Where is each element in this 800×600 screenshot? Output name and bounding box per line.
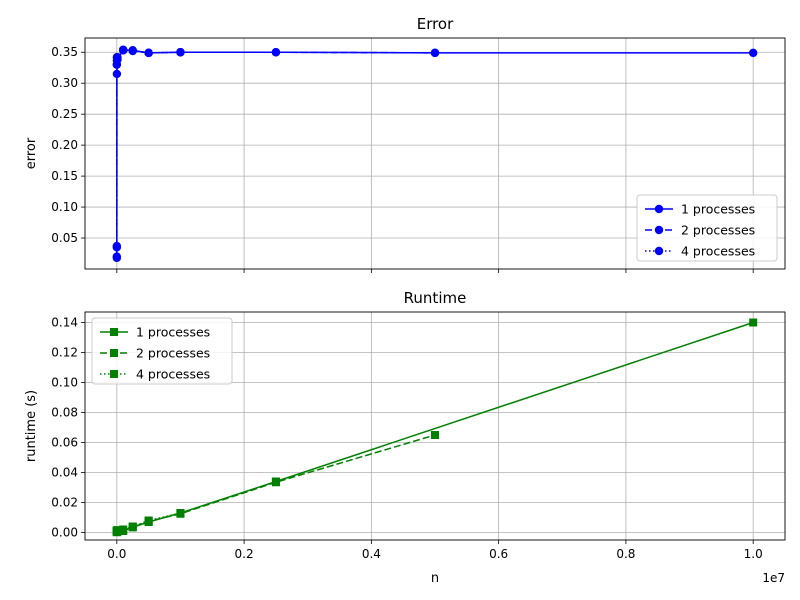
legend-label: 4 processes (136, 367, 210, 382)
data-point (128, 522, 137, 531)
data-point (749, 318, 758, 327)
legend: 1 processes 2 processes 4 processes (636, 194, 778, 262)
data-point (271, 48, 281, 57)
subplot-error: 0.05 0.10 0.15 0.20 0.25 0.30 0.35 Error error 1 … (24, 15, 786, 273)
x-tick-label: 0.8 (616, 547, 635, 561)
data-point (144, 48, 153, 58)
y-tick-label: 0.10 (51, 376, 78, 390)
data-point (113, 52, 122, 62)
y-tick-label: 0.00 (51, 526, 78, 540)
x-tick-label: 0.2 (235, 547, 254, 561)
y-tick-label: 0.04 (51, 466, 78, 480)
y-tick-label: 0.14 (51, 316, 78, 330)
y-tick-label: 0.20 (51, 138, 78, 152)
series-line-3 (116, 49, 181, 257)
data-point (113, 526, 122, 535)
axes-frame (84, 311, 786, 541)
subplot-runtime: 0.0 0.2 0.4 0.6 0.8 1.0 0.00 0.02 0.04 0.06 0.08 0.… (24, 289, 786, 586)
series-line-2 (116, 49, 436, 247)
data-point (119, 525, 128, 534)
y-tick-label: 0.06 (51, 436, 78, 450)
legend-marker (110, 328, 118, 336)
data-point (176, 48, 185, 57)
data-point (176, 509, 185, 517)
y-axis-label: error (24, 137, 39, 169)
y-tick-label: 0.08 (51, 406, 78, 420)
legend-marker (110, 349, 118, 357)
legend-label: 2 processes (681, 223, 755, 238)
x-tick-label: 1.0 (744, 547, 763, 561)
y-tick-label: 0.25 (51, 107, 78, 121)
data-point (430, 48, 440, 58)
x-axis-multiplier: 1e7 (762, 571, 785, 585)
x-tick-label: 0.6 (489, 547, 508, 561)
data-point (112, 241, 122, 251)
data-point (144, 516, 153, 525)
legend-marker (654, 246, 664, 256)
y-tick-label: 0.30 (51, 76, 78, 90)
legend-box (91, 317, 233, 385)
data-point (271, 478, 280, 487)
data-point (128, 46, 137, 55)
legend-marker (110, 370, 118, 378)
y-tick-label: 0.15 (51, 169, 78, 183)
data-point (748, 48, 758, 58)
y-tick-label: 0.10 (51, 200, 78, 214)
data-point (112, 252, 122, 261)
legend-label: 1 processes (136, 325, 210, 340)
legend-marker (654, 225, 664, 235)
x-axis-label: n (431, 571, 439, 586)
data-point (118, 45, 128, 54)
plot-series-group (112, 45, 758, 263)
data-point (431, 431, 439, 439)
y-tick-label: 0.35 (51, 45, 78, 59)
y-tick-label: 0.12 (51, 346, 78, 360)
x-tick-label: 0.0 (107, 547, 126, 561)
plot-series-group (112, 318, 758, 537)
legend-box (636, 194, 778, 262)
legend-label: 2 processes (136, 346, 210, 361)
axes-frame (84, 37, 786, 270)
legend: 1 processes 2 processes 4 processes (91, 317, 233, 385)
x-tick-label: 0.4 (362, 547, 381, 561)
y-tick-label: 0.05 (51, 231, 78, 245)
y-tick-label: 0.02 (51, 496, 78, 510)
subplot-title: Runtime (404, 289, 467, 307)
subplot-title: Error (417, 15, 454, 33)
y-axis-label: runtime (s) (24, 390, 39, 462)
legend-marker (654, 204, 664, 214)
legend-label: 1 processes (681, 202, 755, 217)
legend-label: 4 processes (681, 244, 755, 259)
